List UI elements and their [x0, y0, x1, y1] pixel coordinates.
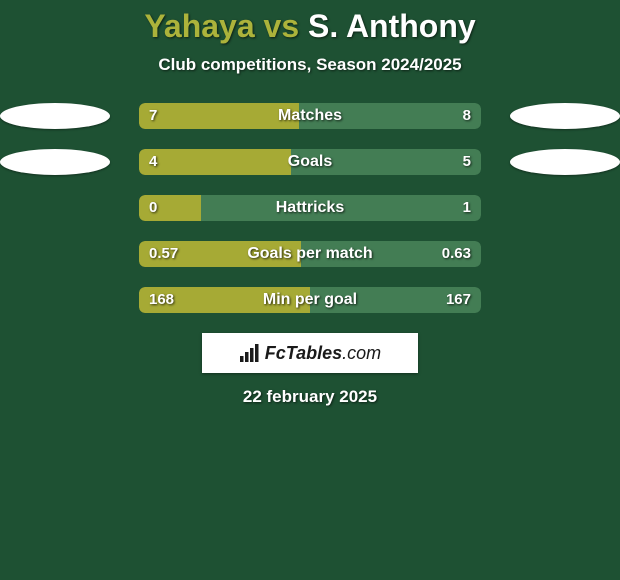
stats-container: 78Matches45Goals01Hattricks0.570.63Goals… [0, 103, 620, 313]
badge-slot-right [510, 149, 620, 175]
badge-slot-left [0, 287, 110, 313]
badge-slot-right [510, 195, 620, 221]
badge-slot-left [0, 149, 110, 175]
stat-value-right: 0.63 [432, 241, 481, 267]
stat-row: 168167Min per goal [0, 287, 620, 313]
badge-slot-left [0, 241, 110, 267]
logo-text: FcTables.com [265, 343, 381, 364]
logo-bars-icon [239, 343, 261, 363]
site-logo[interactable]: FcTables.com [202, 333, 418, 373]
stat-value-left: 7 [139, 103, 167, 129]
date-text: 22 february 2025 [0, 387, 620, 407]
stat-value-left: 4 [139, 149, 167, 175]
stat-value-right: 5 [453, 149, 481, 175]
stat-bar: 0.570.63Goals per match [139, 241, 481, 267]
stat-value-left: 0.57 [139, 241, 188, 267]
player2-name: S. Anthony [308, 8, 476, 44]
stat-value-left: 168 [139, 287, 184, 313]
stat-bar: 01Hattricks [139, 195, 481, 221]
vs-text: vs [264, 8, 300, 44]
player1-name: Yahaya [144, 8, 254, 44]
badge-slot-right [510, 103, 620, 129]
logo-domain: .com [342, 343, 381, 363]
badge-slot-left [0, 103, 110, 129]
stat-row: 01Hattricks [0, 195, 620, 221]
stat-bar: 168167Min per goal [139, 287, 481, 313]
badge-slot-right [510, 241, 620, 267]
player1-badge [0, 149, 110, 175]
stat-row: 0.570.63Goals per match [0, 241, 620, 267]
badge-slot-left [0, 195, 110, 221]
logo-brand: FcTables [265, 343, 342, 363]
badge-slot-right [510, 287, 620, 313]
stat-bar: 78Matches [139, 103, 481, 129]
stat-value-right: 1 [453, 195, 481, 221]
subtitle: Club competitions, Season 2024/2025 [0, 55, 620, 75]
stat-value-right: 8 [453, 103, 481, 129]
player2-badge [510, 149, 620, 175]
comparison-card: Yahaya vs S. Anthony Club competitions, … [0, 0, 620, 580]
page-title: Yahaya vs S. Anthony [0, 8, 620, 45]
stat-value-right: 167 [436, 287, 481, 313]
stat-value-left: 0 [139, 195, 167, 221]
stat-bar: 45Goals [139, 149, 481, 175]
player1-badge [0, 103, 110, 129]
player2-badge [510, 103, 620, 129]
bar-right-segment [201, 195, 481, 221]
stat-row: 45Goals [0, 149, 620, 175]
stat-row: 78Matches [0, 103, 620, 129]
